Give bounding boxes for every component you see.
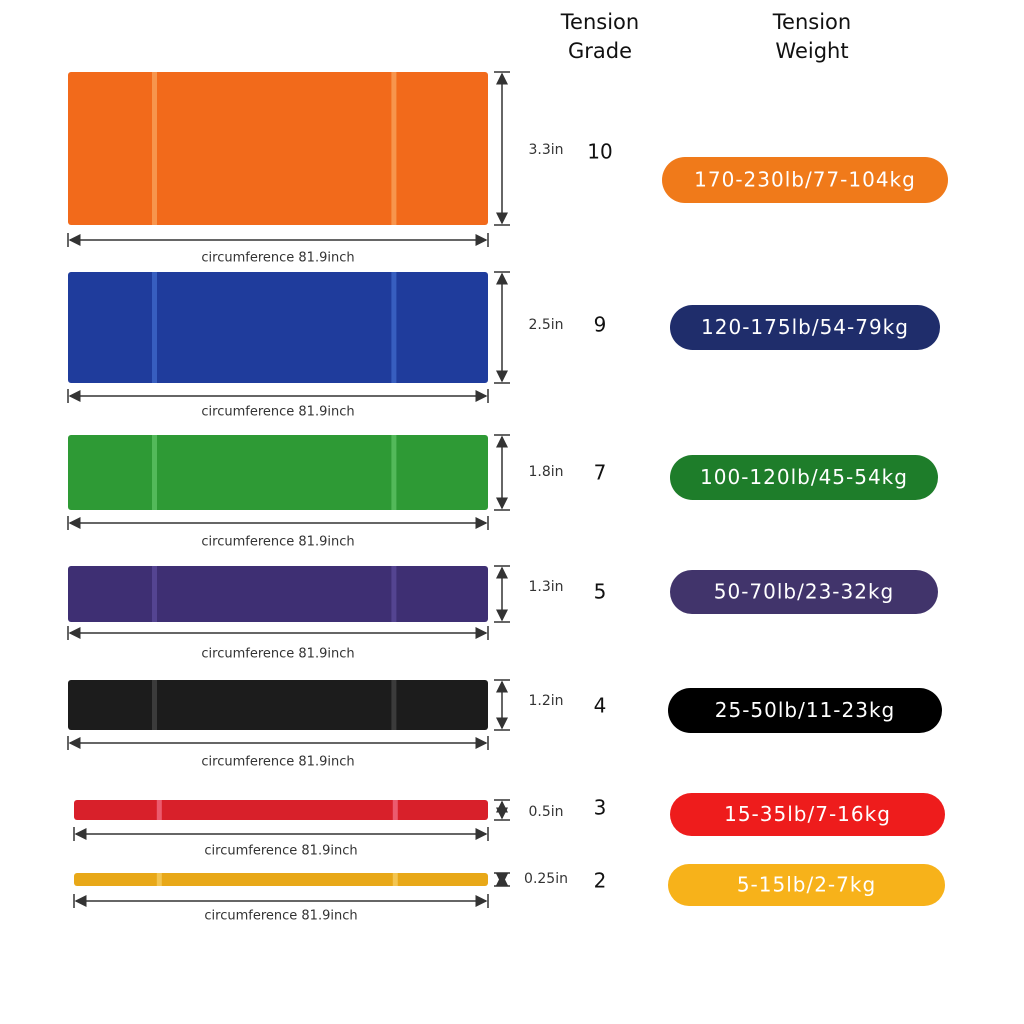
length-label: circumference 81.9inch (204, 844, 357, 859)
width-label: 1.3in (528, 579, 563, 595)
weight-pill (668, 688, 942, 733)
weight-label: 25-50lb/11-23kg (715, 698, 896, 722)
band-loop (156, 800, 162, 820)
weight-pill (670, 305, 940, 350)
width-label: 1.2in (528, 693, 563, 709)
band (74, 873, 488, 886)
grade: 5 (594, 580, 607, 604)
weight-label: 100-120lb/45-54kg (700, 465, 908, 489)
band-loop (391, 566, 397, 622)
weight-label: 50-70lb/23-32kg (714, 580, 895, 604)
grade: 10 (587, 140, 612, 164)
width-label: 0.5in (528, 804, 563, 820)
width-label: 1.8in (528, 464, 563, 480)
weight-pill (670, 793, 945, 836)
grade: 2 (594, 869, 607, 893)
band-loop (152, 72, 157, 225)
weight-pill (668, 864, 945, 906)
width-label: 2.5in (528, 317, 563, 333)
band-loop (156, 873, 162, 886)
band (68, 72, 488, 225)
weight-label: 5-15lb/2-7kg (737, 873, 876, 897)
header-line: Tension (560, 10, 639, 34)
length-label: circumference 81.9inch (201, 535, 354, 550)
length-label: circumference 81.9inch (201, 251, 354, 266)
band (68, 272, 488, 383)
weight-pill (670, 570, 938, 614)
band (68, 566, 488, 622)
length-label: circumference 81.9inch (201, 755, 354, 770)
band-loop (392, 873, 398, 886)
length-label: circumference 81.9inch (201, 647, 354, 662)
band-loop (152, 680, 157, 730)
grade: 9 (594, 313, 607, 337)
weight-label: 170-230lb/77-104kg (694, 168, 916, 192)
grade: 4 (594, 694, 607, 718)
band-loop (152, 435, 157, 510)
band-loop (391, 72, 397, 225)
band-loop (391, 680, 397, 730)
width-label: 3.3in (528, 142, 563, 158)
weight-pill (670, 455, 938, 500)
band-loop (152, 272, 157, 383)
header-line: Tension (772, 10, 851, 34)
header-line: Grade (568, 39, 632, 63)
weight-pill (662, 157, 948, 203)
band (74, 800, 488, 820)
length-label: circumference 81.9inch (201, 405, 354, 420)
weight-label: 15-35lb/7-16kg (724, 802, 891, 826)
width-label: 0.25in (524, 871, 568, 887)
band-loop (391, 435, 397, 510)
band-loop (152, 566, 157, 622)
band (68, 680, 488, 730)
grade: 3 (594, 796, 607, 820)
grade: 7 (594, 461, 607, 485)
band (68, 435, 488, 510)
band-loop (391, 272, 397, 383)
weight-label: 120-175lb/54-79kg (701, 315, 909, 339)
header-line: Weight (775, 39, 848, 63)
length-label: circumference 81.9inch (204, 909, 357, 924)
band-loop (392, 800, 398, 820)
